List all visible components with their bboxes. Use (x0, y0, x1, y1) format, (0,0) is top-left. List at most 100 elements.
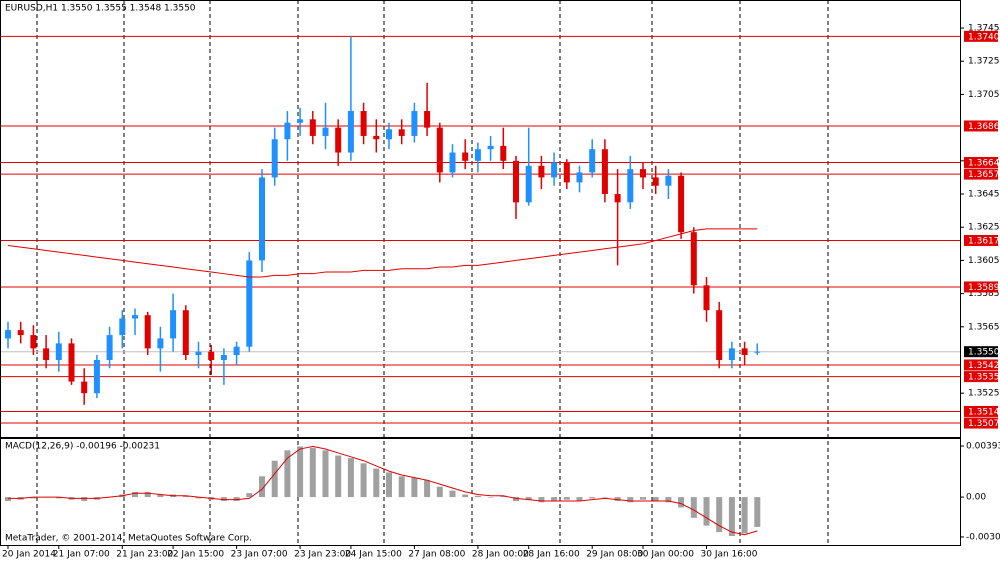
level-label: 1.3740 (968, 32, 1000, 42)
level-label: 1.3664 (968, 158, 1000, 168)
candle-body (170, 310, 177, 339)
price-panel-frame (0, 0, 961, 438)
macd-bar (665, 497, 672, 503)
y-tick-label: 0.00393 (966, 442, 1000, 452)
macd-bar (754, 497, 761, 527)
macd-bar (284, 450, 291, 498)
candle-body (43, 348, 50, 360)
macd-bar (30, 497, 37, 499)
candle-body (246, 260, 253, 347)
candle-body (373, 135, 380, 140)
macd-bar (601, 497, 608, 498)
candle-body (563, 162, 570, 183)
level-label-box (964, 405, 998, 417)
candle-body (678, 175, 685, 233)
level-label: 1.3589 (968, 283, 1000, 293)
candle-body (220, 355, 227, 360)
macd-bar (500, 495, 507, 498)
macd-bar (474, 495, 481, 498)
candle-body (233, 346, 240, 356)
y-tick-label: 1.3585 (968, 289, 1000, 299)
macd-bar (398, 476, 405, 498)
candle-body (665, 175, 672, 186)
y-tick-label: 1.3625 (968, 223, 1000, 233)
candle-body (525, 165, 532, 203)
macd-bar (513, 497, 519, 501)
macd-bar (449, 490, 456, 498)
macd-bar (741, 497, 748, 534)
macd-bar (614, 497, 621, 501)
y-tick-label: 1.3605 (968, 256, 1000, 266)
macd-bar (462, 494, 469, 498)
candle-body (513, 160, 519, 203)
candle-body (576, 172, 583, 183)
macd-bar (195, 497, 202, 499)
candle-body (81, 381, 88, 394)
chart-title: EURUSD,H1 1.3550 1.3555 1.3548 1.3550 (5, 4, 196, 14)
level-label: 1.3657 (968, 170, 1000, 180)
level-label-box (964, 120, 998, 132)
macd-bar (259, 476, 265, 498)
macd-bar (716, 497, 723, 533)
macd-bar (487, 497, 494, 498)
candle-body (589, 149, 596, 173)
x-tick-label: 27 Jan 08:00 (408, 550, 465, 560)
candle-body (741, 348, 748, 356)
x-tick-label: 28 Jan 00:00 (472, 550, 529, 560)
candle-body (284, 122, 291, 140)
level-label-box (964, 30, 998, 42)
y-tick-label: 1.3565 (968, 322, 1000, 332)
macd-bar (297, 446, 304, 498)
level-label: 1.3686 (968, 122, 1000, 132)
macd-bar (424, 480, 431, 498)
macd-bar (360, 463, 367, 498)
level-label-box (964, 168, 998, 180)
level-label: 1.3514 (968, 407, 1000, 417)
candle-body (500, 145, 507, 161)
candle-body (119, 318, 126, 336)
macd-bar (81, 497, 88, 501)
candle-body (716, 310, 723, 360)
macd-bar (271, 460, 278, 498)
y-tick-label: 1.3645 (968, 190, 1000, 200)
macd-bar (132, 491, 138, 498)
candle-body (5, 330, 11, 339)
candle-body (398, 129, 405, 136)
candle-body (93, 359, 100, 394)
y-tick-label: -0.00307 (966, 532, 1000, 542)
macd-panel-frame (0, 438, 961, 546)
candle-body (728, 348, 735, 360)
macd-bar (652, 497, 659, 501)
macd-bar (309, 447, 316, 498)
macd-bar (436, 486, 443, 498)
x-tick-label: 30 Jan 16:00 (701, 550, 758, 560)
signal-line (8, 445, 758, 536)
x-tick-label: 23 Jan 23:00 (294, 550, 351, 560)
candle-body (424, 111, 431, 128)
candle-body (360, 111, 367, 136)
macd-bar (690, 497, 697, 518)
level-label: 1.3535 (968, 373, 1000, 383)
macd-bar (182, 495, 189, 498)
candle-body (182, 310, 189, 356)
copyright: MetaTrader, © 2001-2014, MetaQuotes Soft… (5, 534, 252, 544)
candle-body (271, 139, 278, 178)
candle-body (754, 351, 761, 353)
macd-bar (703, 497, 710, 526)
level-label-box (964, 371, 998, 383)
level-label: 1.3617 (968, 236, 1000, 246)
candle-body (335, 127, 342, 153)
macd-bar (220, 497, 227, 501)
level-label-box (964, 234, 998, 246)
candle-body (551, 162, 558, 178)
candle-body (322, 127, 329, 136)
candle-body (690, 232, 697, 286)
candle-body (449, 152, 456, 173)
candle-body (157, 338, 164, 349)
macd-bar (538, 497, 545, 503)
macd-bar (640, 497, 646, 500)
macd-bar (157, 494, 164, 498)
candle-body (462, 152, 469, 161)
x-tick-label: 23 Jan 07:00 (231, 550, 288, 560)
